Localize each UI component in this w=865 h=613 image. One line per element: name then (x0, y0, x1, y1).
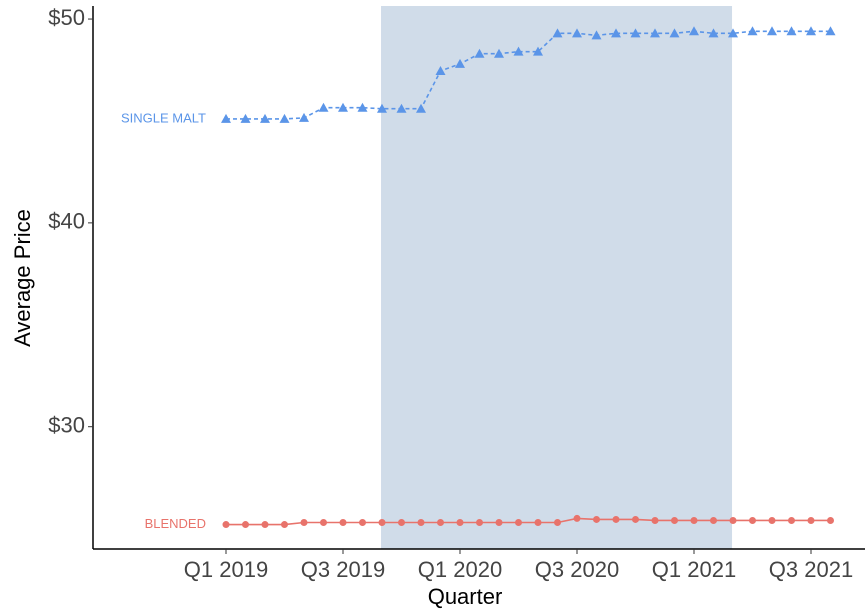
x-tick-label: Q3 2019 (301, 557, 385, 582)
point (338, 102, 348, 112)
x-tick-label: Q3 2020 (535, 557, 619, 582)
point (689, 26, 699, 36)
point (377, 103, 387, 113)
point (591, 30, 602, 40)
point (281, 521, 288, 529)
point (690, 516, 698, 524)
point (416, 103, 426, 113)
point (632, 515, 639, 523)
point (494, 48, 504, 58)
point (825, 26, 836, 36)
point (612, 515, 620, 523)
point (396, 103, 407, 113)
y-axis-title: Average Price (10, 209, 35, 347)
point (495, 519, 503, 527)
point (768, 516, 776, 524)
y-tick-label: $50 (48, 5, 85, 30)
point (573, 514, 581, 522)
x-axis-title: Quarter (428, 584, 503, 609)
point (708, 28, 719, 38)
point (554, 519, 561, 527)
point (650, 28, 660, 38)
point (651, 516, 659, 524)
point (807, 516, 815, 524)
series-label: SINGLE MALT (121, 110, 206, 125)
point (300, 519, 308, 527)
point (572, 28, 582, 38)
point (593, 515, 600, 523)
point (729, 516, 737, 524)
point (455, 58, 465, 68)
x-tick-label: Q3 2021 (769, 557, 853, 582)
point (378, 519, 386, 527)
point (261, 521, 269, 529)
point (240, 113, 251, 123)
point (417, 519, 425, 527)
point (806, 26, 816, 36)
point (728, 28, 738, 38)
highlight-band (381, 6, 733, 549)
point (318, 102, 329, 112)
point (279, 113, 290, 123)
point (669, 28, 680, 38)
point (513, 46, 524, 56)
point (767, 26, 777, 36)
y-tick-label: $30 (48, 413, 85, 438)
point (671, 516, 678, 524)
x-tick-label: Q1 2019 (184, 557, 268, 582)
x-tick-label: Q1 2021 (652, 557, 736, 582)
point (339, 519, 347, 527)
point (221, 113, 231, 123)
point (630, 28, 641, 38)
point (476, 519, 483, 527)
plot-background (381, 6, 733, 549)
series-label: BLENDED (145, 516, 206, 531)
point (749, 516, 756, 524)
point (437, 519, 444, 527)
point (788, 516, 795, 524)
point (827, 516, 834, 524)
x-tick-label: Q1 2020 (418, 557, 502, 582)
point (747, 26, 758, 36)
point (786, 26, 797, 36)
point (533, 46, 543, 56)
point (260, 113, 270, 123)
point (456, 519, 464, 527)
point (515, 519, 522, 527)
point (359, 519, 366, 527)
point (435, 66, 446, 76)
point (534, 519, 542, 527)
point (222, 521, 230, 529)
point (320, 519, 327, 527)
point (398, 519, 405, 527)
series-line (226, 30, 831, 120)
y-tick-label: $40 (48, 209, 85, 234)
point (357, 102, 368, 112)
point (710, 516, 717, 524)
point (299, 112, 309, 122)
point (242, 521, 249, 529)
point (474, 48, 485, 58)
point (552, 28, 563, 38)
point (611, 28, 621, 38)
